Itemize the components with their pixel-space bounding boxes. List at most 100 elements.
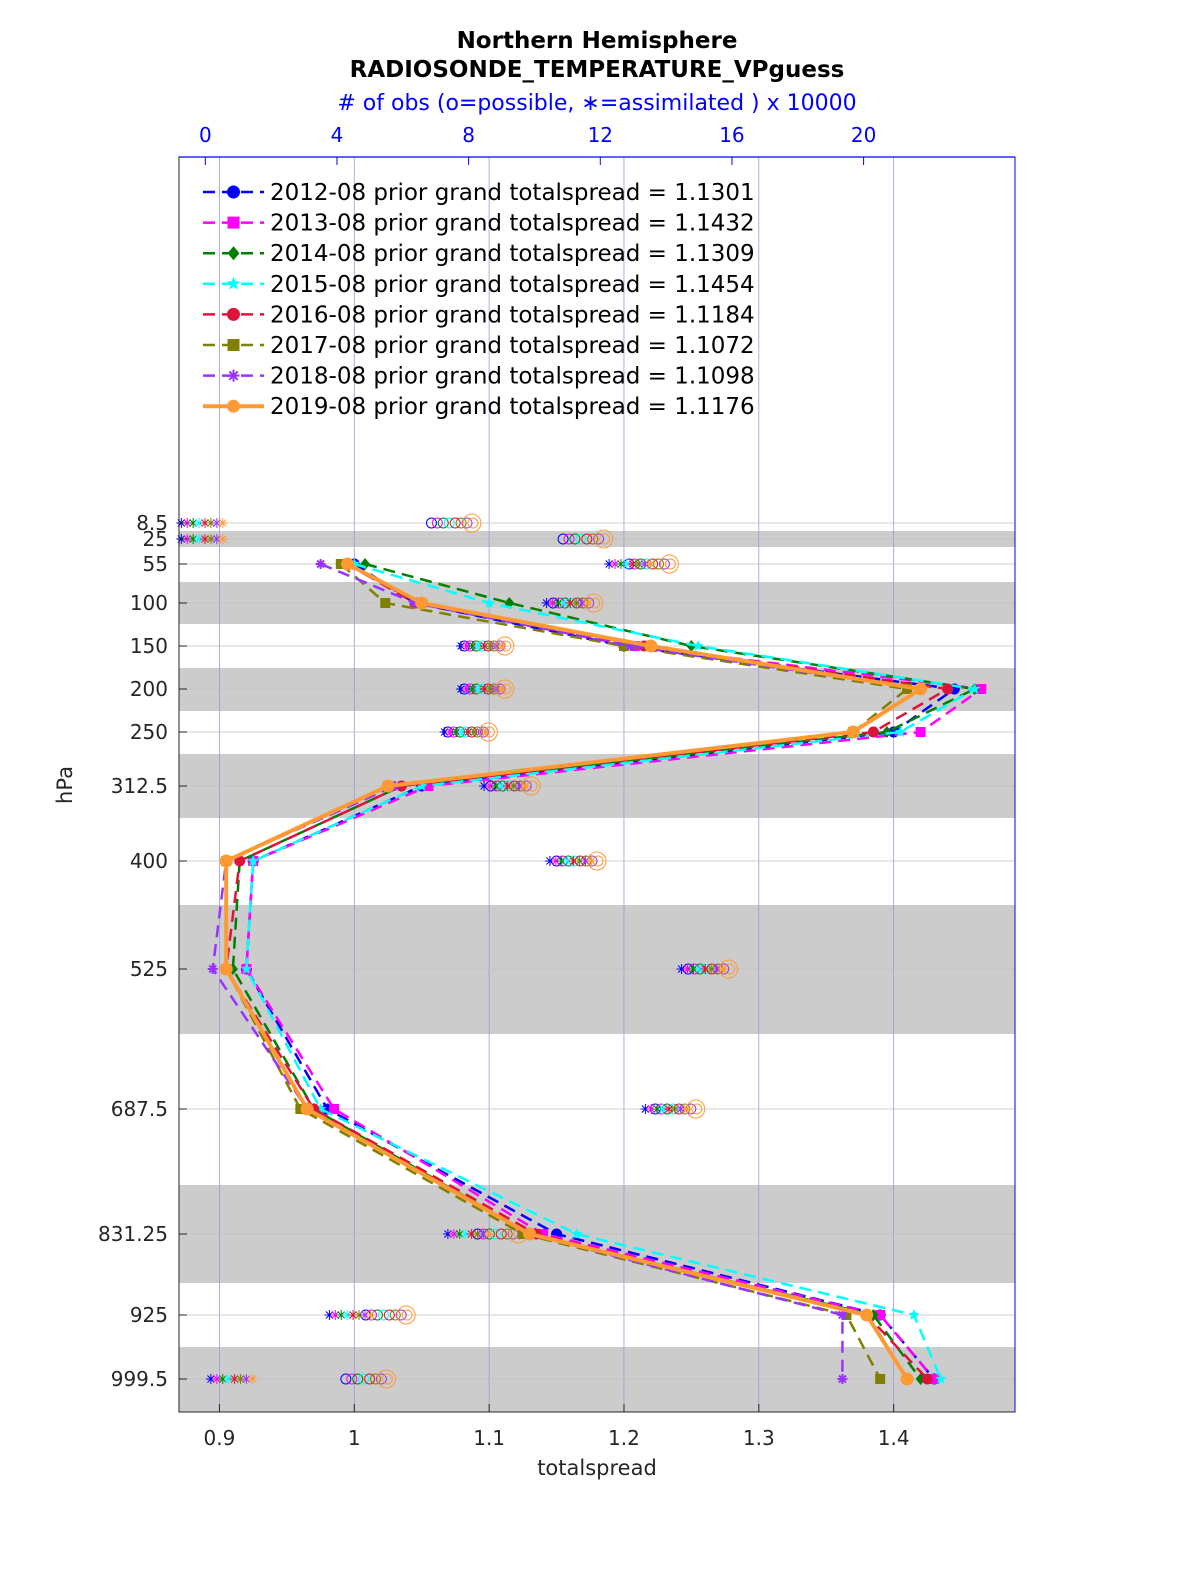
obs-possible-marker — [455, 517, 467, 529]
obs-assimilated-marker — [466, 1229, 477, 1239]
obs-possible-marker — [686, 1099, 706, 1119]
obs-assimilated-marker — [490, 781, 501, 791]
obs-possible-marker — [658, 558, 670, 570]
asterisk-stroke — [207, 1375, 215, 1383]
obs-assimilated-marker — [359, 1310, 370, 1320]
asterisk-stroke — [446, 728, 455, 736]
asterisk-stroke — [486, 782, 494, 790]
asterisk-stroke — [546, 857, 554, 865]
obs-assimilated-marker — [442, 1229, 453, 1239]
obs-possible-marker — [352, 1373, 364, 1385]
data-point-marker — [837, 1374, 848, 1384]
obs-assimilated-marker — [205, 518, 216, 528]
asterisk-stroke — [584, 599, 592, 607]
data-point-marker — [227, 339, 240, 351]
legend-label: 2013-08 prior grand totalspread = 1.1432 — [270, 211, 755, 237]
y-tick-label: 525 — [130, 957, 168, 981]
obs-possible-marker — [389, 1309, 401, 1321]
asterisk-stroke — [212, 519, 221, 527]
y-tick-label: 150 — [130, 634, 168, 658]
asterisk-stroke — [207, 535, 215, 543]
asterisk-stroke — [566, 599, 575, 607]
data-point-marker — [295, 1104, 306, 1114]
asterisk-stroke — [248, 1375, 257, 1383]
y-tick-label: 200 — [130, 677, 168, 701]
asterisk-stroke — [498, 642, 507, 650]
asterisk-stroke — [201, 519, 209, 527]
asterisk-stroke — [492, 782, 500, 790]
asterisk-stroke — [521, 782, 530, 790]
x-tick-label: 1.4 — [878, 1426, 910, 1450]
obs-assimilated-marker — [445, 727, 456, 737]
asterisk-stroke — [343, 1311, 352, 1319]
asterisk-stroke — [552, 857, 560, 865]
asterisk-stroke — [503, 782, 512, 790]
top-tick-label: 12 — [588, 123, 613, 147]
top-tick-label: 4 — [331, 123, 344, 147]
asterisk-stroke — [469, 685, 477, 693]
asterisk-stroke — [572, 599, 581, 607]
asterisk-stroke — [224, 1375, 233, 1383]
asterisk-stroke — [183, 519, 192, 527]
data-point-marker — [423, 781, 434, 791]
asterisk-stroke — [461, 1230, 470, 1238]
data-point-marker — [914, 682, 928, 696]
obs-possible-marker — [478, 722, 498, 742]
asterisk-stroke — [838, 1310, 847, 1320]
data-point-marker — [227, 216, 240, 229]
data-point-marker — [227, 246, 240, 261]
asterisk-stroke — [228, 370, 239, 381]
obs-possible-marker — [396, 1305, 416, 1325]
asterisk-stroke — [665, 1105, 673, 1113]
obs-assimilated-marker — [621, 559, 632, 569]
obs-possible-marker — [467, 517, 479, 529]
obs-possible-marker — [369, 1373, 381, 1385]
asterisk-stroke — [482, 728, 490, 736]
asterisk-stroke — [457, 642, 465, 650]
data-point-marker — [341, 557, 355, 571]
asterisk-stroke — [634, 560, 643, 568]
asterisk-stroke — [548, 599, 557, 607]
asterisk-stroke — [611, 560, 619, 568]
asterisk-stroke — [367, 1311, 375, 1319]
asterisk-stroke — [207, 519, 215, 527]
obs-possible-marker — [581, 533, 593, 545]
data-point-marker — [875, 1374, 886, 1384]
asterisk-stroke — [719, 965, 727, 973]
data-point-marker — [416, 780, 428, 791]
y-tick-label: 55 — [143, 552, 168, 576]
data-point-marker — [483, 597, 495, 608]
obs-assimilated-marker — [365, 1310, 376, 1320]
series-line — [224, 562, 927, 1381]
asterisk-stroke — [653, 1105, 662, 1113]
x-axis-label: totalspread — [537, 1456, 657, 1480]
obs-assimilated-marker — [354, 1310, 365, 1320]
y-tick-label: 925 — [130, 1303, 168, 1327]
data-point-marker — [692, 640, 704, 651]
data-point-marker — [908, 1309, 920, 1320]
asterisk-stroke — [647, 1105, 656, 1113]
level-bands — [179, 531, 1015, 1412]
obs-possible-marker — [664, 558, 676, 570]
asterisk-stroke — [337, 1311, 346, 1319]
obs-assimilated-marker — [456, 641, 467, 651]
obs-possible-marker — [719, 959, 739, 979]
asterisk-stroke — [480, 782, 488, 790]
obs-assimilated-marker — [211, 518, 222, 528]
asterisk-stroke — [605, 560, 614, 568]
data-point-marker — [881, 726, 892, 738]
data-point-marker — [335, 559, 346, 569]
asterisk-stroke — [498, 685, 507, 693]
asterisk-stroke — [623, 560, 631, 568]
obs-assimilated-marker — [586, 856, 597, 866]
asterisk-stroke — [479, 1230, 488, 1238]
top-axis-ticks: 0 4 8 12 16 20 — [199, 123, 876, 165]
data-point-marker — [929, 1374, 940, 1384]
obs-possible-marker — [593, 533, 605, 545]
asterisk-stroke — [218, 535, 227, 543]
asterisk-stroke — [480, 685, 489, 693]
data-point-marker — [380, 598, 391, 608]
y-tick-label: 8.5 — [136, 511, 168, 535]
asterisk-stroke — [212, 535, 221, 543]
